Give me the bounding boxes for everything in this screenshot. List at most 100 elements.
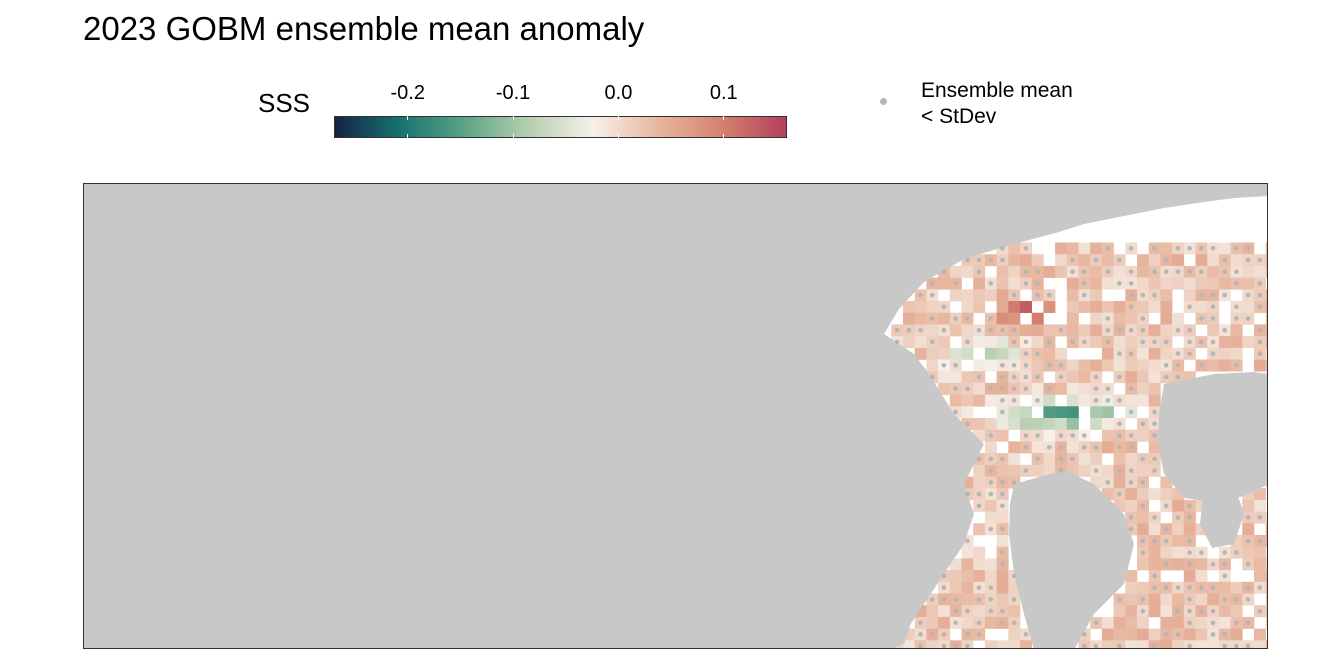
anomaly-cell [1160, 301, 1173, 313]
significance-dot [976, 597, 982, 602]
anomaly-cell [984, 570, 997, 583]
significance-dot [1140, 316, 1146, 321]
anomaly-cell [1125, 499, 1138, 512]
significance-dot [1152, 433, 1157, 438]
significance-dot [1011, 292, 1017, 298]
colorbar-tick-mark [617, 116, 619, 120]
significance-dot [1082, 433, 1087, 438]
anomaly-cell [1055, 406, 1068, 419]
significance-dot [1175, 363, 1181, 368]
significance-dot [941, 363, 947, 368]
anomaly-cell [961, 616, 974, 629]
significance-dot [1082, 281, 1087, 286]
chart-title: 2023 GOBM ensemble mean anomaly [83, 10, 645, 47]
anomaly-cell [996, 347, 1009, 360]
anomaly-cell [1230, 347, 1243, 360]
anomaly-cell [1043, 429, 1056, 442]
anomaly-cell [1148, 546, 1161, 559]
significance-dot [965, 491, 970, 497]
anomaly-cell [1090, 418, 1103, 430]
anomaly-cell [1055, 347, 1068, 360]
significance-dot [1234, 316, 1239, 321]
anomaly-cell [1183, 277, 1196, 290]
anomaly-cell [1218, 359, 1231, 372]
significance-dot [941, 585, 947, 590]
anomaly-cell [1265, 570, 1267, 583]
significance-dot [1140, 327, 1146, 333]
anomaly-cell [1265, 523, 1267, 536]
significance-dot [1222, 257, 1227, 263]
significance-dot [1245, 585, 1251, 590]
anomaly-cell [1265, 242, 1267, 255]
significance-dot [1117, 491, 1122, 497]
anomaly-cell [996, 640, 1009, 648]
anomaly-cell [926, 640, 939, 648]
anomaly-cell [1125, 453, 1138, 466]
anomaly-cell [1242, 265, 1255, 278]
anomaly-cell [1008, 312, 1021, 325]
colorbar-tick-mark [512, 116, 514, 120]
anomaly-cell [1090, 289, 1103, 302]
significance-dot [1105, 398, 1111, 403]
anomaly-cell [1125, 394, 1138, 407]
significance-dot [953, 386, 958, 391]
anomaly-cell [1242, 336, 1255, 349]
significance-dot [1117, 398, 1122, 403]
anomaly-cell [903, 640, 915, 648]
anomaly-cell [1254, 265, 1266, 278]
significance-dot [1011, 573, 1017, 579]
anomaly-cell [984, 347, 997, 360]
significance-dot [988, 608, 994, 614]
anomaly-cell [1148, 558, 1161, 571]
significance-dot [1163, 585, 1169, 590]
significance-dot [1257, 292, 1263, 298]
significance-dot [1105, 269, 1111, 274]
anomaly-cell [1242, 523, 1255, 536]
anomaly-cell [1230, 254, 1243, 267]
significance-dot [1105, 316, 1111, 321]
significance-dot [1035, 269, 1040, 274]
anomaly-cell [1066, 301, 1079, 313]
anomaly-cell [1031, 464, 1044, 477]
anomaly-cell [949, 394, 962, 407]
anomaly-cell [1101, 406, 1114, 419]
anomaly-cell [996, 277, 1009, 290]
significance-dot [1035, 374, 1040, 380]
anomaly-cell [973, 523, 986, 536]
significance-dot [1023, 632, 1029, 637]
significance-dot [1105, 246, 1111, 251]
significance-dot [953, 643, 958, 648]
significance-dot [1140, 421, 1146, 427]
anomaly-cell [1137, 523, 1149, 536]
anomaly-cell [1172, 593, 1185, 606]
anomaly-cell [1265, 312, 1267, 325]
anomaly-cell [1008, 265, 1021, 278]
anomaly-cell [961, 581, 974, 594]
anomaly-cell [1090, 406, 1103, 419]
anomaly-cell [938, 371, 951, 384]
anomaly-cell [973, 546, 986, 559]
significance-dot [1187, 351, 1192, 356]
anomaly-cell [1195, 628, 1208, 641]
anomaly-cell [1265, 324, 1267, 337]
significance-dot [988, 433, 994, 438]
significance-dot [1140, 339, 1146, 345]
anomaly-cell [984, 616, 997, 629]
significance-dot [1000, 246, 1005, 251]
significance-dot [1199, 246, 1204, 251]
significance-dot [1152, 246, 1157, 251]
significance-dot [1128, 409, 1134, 415]
anomaly-cell [1101, 418, 1114, 430]
anomaly-cell [961, 289, 974, 302]
anomaly-cell [1008, 464, 1021, 477]
significance-dot [1000, 608, 1005, 614]
significance-dot [976, 257, 982, 263]
significance-dot [1210, 608, 1216, 614]
anomaly-cell [1195, 301, 1208, 313]
land-polygon [810, 424, 974, 648]
anomaly-cell [1207, 277, 1220, 290]
significance-dot [965, 643, 970, 648]
anomaly-cell [996, 581, 1009, 594]
anomaly-cell [1113, 336, 1126, 349]
anomaly-cell [1031, 324, 1044, 337]
